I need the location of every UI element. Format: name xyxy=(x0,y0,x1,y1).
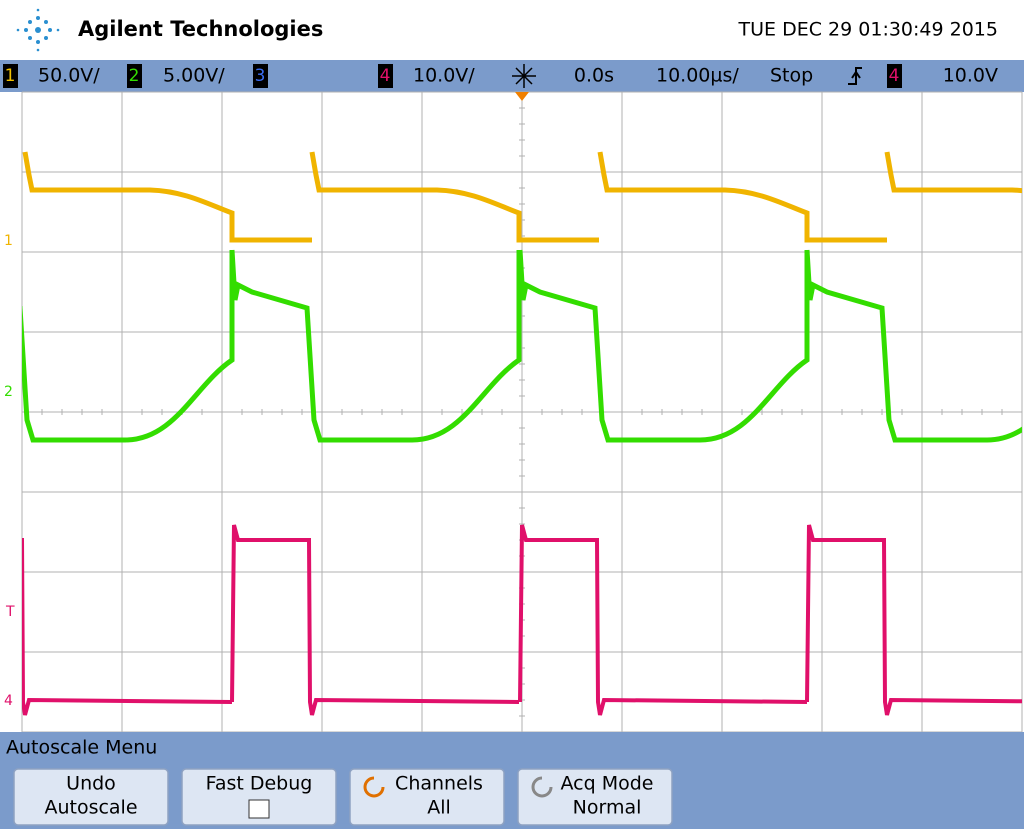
menu-button[interactable]: Fast Debug xyxy=(181,768,337,826)
ch1-marker: 1 xyxy=(4,233,13,249)
button-label[interactable]: Acq Mode xyxy=(561,773,654,795)
ch3-box xyxy=(253,64,268,88)
delay: 0.0s xyxy=(574,65,614,87)
button-label[interactable]: All xyxy=(427,797,451,819)
ch2-marker: 2 xyxy=(4,384,13,400)
datetime: TUE DEC 29 01:30:49 2015 xyxy=(738,19,998,41)
button-face[interactable] xyxy=(349,768,505,826)
button-label[interactable]: Fast Debug xyxy=(206,773,313,795)
button-face[interactable] xyxy=(13,768,169,826)
button-label[interactable]: Normal xyxy=(573,797,642,819)
menu-bar xyxy=(0,732,1024,829)
checkbox[interactable] xyxy=(248,799,270,819)
ch4-label: 4 xyxy=(380,66,391,86)
trigger-icon xyxy=(512,64,536,88)
logo xyxy=(16,8,60,52)
trigger-position xyxy=(515,92,529,101)
ch1-trace xyxy=(25,152,1024,240)
rotate-icon xyxy=(531,776,553,798)
timebase: 10.00µs/ xyxy=(656,65,739,87)
menu-title: Autoscale Menu xyxy=(6,737,157,759)
header xyxy=(0,0,1024,60)
ch4-scale: 10.0V/ xyxy=(413,65,475,87)
ch2-box xyxy=(127,64,142,88)
button-face[interactable] xyxy=(181,768,337,826)
ch1-box xyxy=(3,64,18,88)
ch2-scale: 5.00V/ xyxy=(163,65,225,87)
ch4-box xyxy=(378,64,393,88)
button-label[interactable]: Autoscale xyxy=(44,797,137,819)
ch4-trace xyxy=(22,523,1022,717)
brand: Agilent Technologies xyxy=(78,17,323,41)
ch1-label: 1 xyxy=(5,66,16,86)
trig-src-box xyxy=(887,64,902,88)
ch3-label: 3 xyxy=(255,66,266,86)
trigger-marker: T xyxy=(5,604,15,620)
ch1-scale: 50.0V/ xyxy=(38,65,100,87)
trigger-source: 4 xyxy=(889,66,900,86)
ch2-label: 2 xyxy=(129,66,140,86)
ch4-marker: 4 xyxy=(4,693,13,709)
button-face[interactable] xyxy=(517,768,673,826)
button-label[interactable]: Channels xyxy=(395,773,483,795)
traces xyxy=(22,152,1024,717)
rotate-icon xyxy=(363,776,385,798)
button-label[interactable]: Undo xyxy=(66,773,116,795)
trigger-slope xyxy=(848,67,862,85)
run-state: Stop xyxy=(770,65,813,87)
trigger-level: 10.0V xyxy=(943,65,998,87)
